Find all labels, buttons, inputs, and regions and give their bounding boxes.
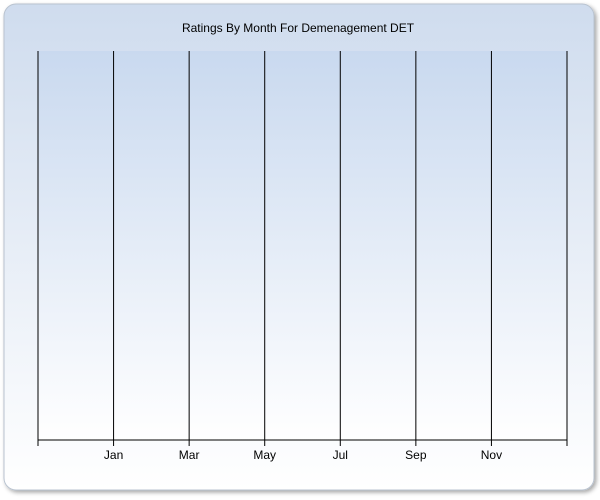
x-tick-label: Sep	[405, 448, 427, 462]
x-tick-label: Jan	[104, 448, 123, 462]
plot-area	[38, 51, 567, 440]
x-tick-label: Jul	[333, 448, 348, 462]
x-tick-label: Mar	[179, 448, 200, 462]
x-tick-label: Nov	[481, 448, 502, 462]
chart-title: Ratings By Month For Demenagement DET	[182, 21, 415, 35]
x-tick-label: May	[253, 448, 276, 462]
